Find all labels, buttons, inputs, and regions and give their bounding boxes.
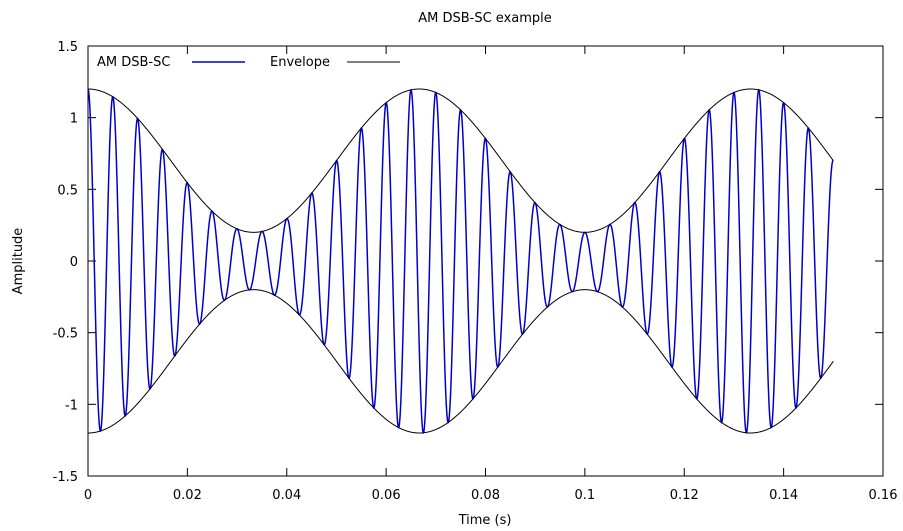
x-tick-label: 0	[84, 488, 92, 503]
series-envelope-lower-line	[88, 289, 834, 434]
y-tick-label: -0.5	[53, 327, 78, 342]
series-am-dsb-sc-line	[87, 88, 834, 435]
y-tick-label: 1	[70, 112, 78, 127]
x-tick-label: 0.16	[869, 488, 898, 503]
x-tick-label: 0.1	[575, 488, 596, 503]
legend: AM DSB-SC Envelope	[97, 55, 400, 70]
x-axis-title: Time (s)	[458, 513, 512, 528]
y-axis: -1.5 -1 -0.5 0 0.5 1 1.5	[53, 40, 883, 485]
series-envelope-upper-line	[88, 88, 834, 233]
y-tick-label: 1.5	[57, 40, 78, 55]
chart-title: AM DSB-SC example	[418, 11, 552, 26]
x-axis: 0 0.02 0.04 0.06 0.08 0.1 0.12 0.14 0.16	[84, 46, 898, 503]
legend-label-am-dsb-sc: AM DSB-SC	[97, 55, 170, 70]
y-tick-label: 0.5	[57, 183, 78, 198]
y-tick-label: -1.5	[53, 470, 78, 485]
x-tick-label: 0.08	[471, 488, 500, 503]
plot-area: 0 0.02 0.04 0.06 0.08 0.1 0.12 0.14 0.16 -1.5-1-…	[53, 40, 898, 503]
x-tick-label: 0.06	[372, 488, 401, 503]
plot-frame	[87, 45, 884, 477]
x-tick-label: 0.14	[769, 488, 798, 503]
y-tick-label: -1	[65, 398, 78, 413]
x-tick-label: 0.12	[670, 488, 699, 503]
series-layer	[87, 88, 834, 435]
x-tick-label: 0.02	[173, 488, 202, 503]
y-axis-title: Amplitude	[11, 228, 26, 295]
legend-label-envelope: Envelope	[270, 55, 330, 70]
x-tick-label: 0.04	[272, 488, 301, 503]
y-tick-label: 0	[70, 255, 78, 270]
